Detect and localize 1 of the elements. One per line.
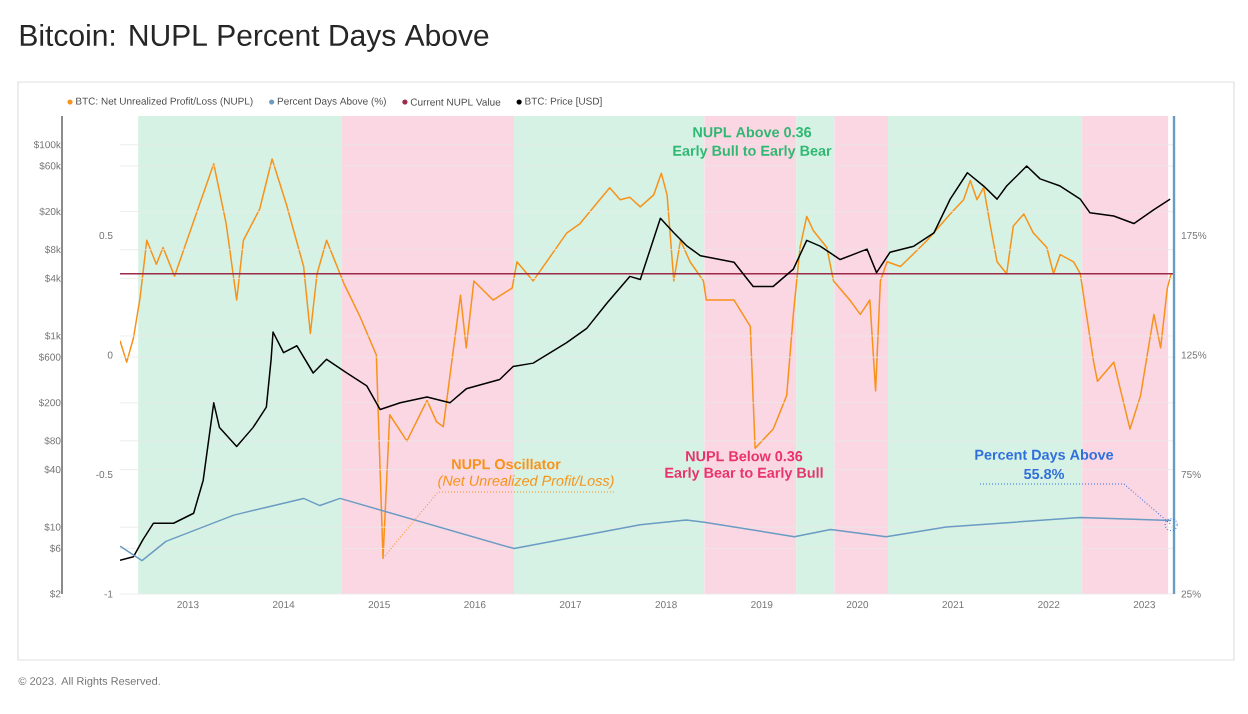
chart-title: Bitcoin: NUPL Percent Days Above bbox=[20, 24, 489, 52]
